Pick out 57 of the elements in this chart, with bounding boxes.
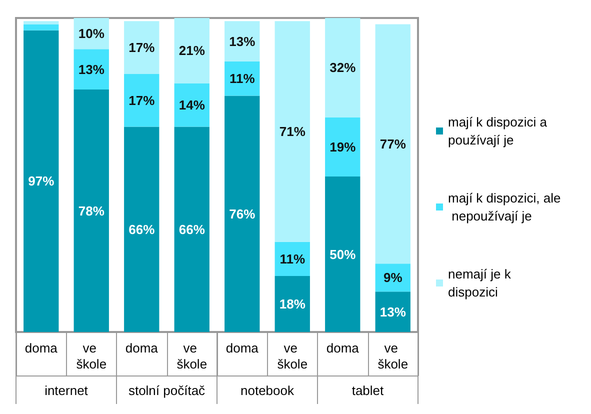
data-label: 50% [330,246,356,262]
bar [74,49,109,90]
bar [24,24,59,30]
data-label: 78% [78,203,105,218]
data-label: 18% [279,296,306,312]
bar [24,21,59,24]
bar [325,18,360,118]
bar [224,21,260,62]
bar [375,292,410,332]
data-label: 19% [330,140,356,155]
bar [124,126,160,332]
x-tick-label: doma [226,340,260,356]
bar [124,74,160,127]
x-tick-label: ve škole [176,340,208,372]
legend-label: nemají je k dispozici [448,266,514,300]
data-label: 11% [280,251,306,266]
bar [74,90,109,332]
data-label: 17% [128,92,156,108]
data-label: 32% [330,60,356,76]
data-label: 10% [78,26,105,42]
bar [174,18,210,84]
data-label: 14% [178,98,206,113]
text: stolní počítač [128,383,206,398]
data-label: 71% [279,124,306,139]
bar [375,24,410,264]
bar [174,83,210,127]
text: notebook [240,383,294,398]
x-tick-label: doma [24,340,58,356]
data-label: 11% [229,71,256,86]
text: tablet [352,383,384,398]
data-label: 66% [178,222,206,237]
bar [24,30,59,332]
bar [124,21,160,74]
legend-label: mají k dispozici a používají je [448,114,551,148]
data-label: 9% [383,270,403,286]
data-label: 13% [229,34,256,49]
data-label: 21% [178,43,206,58]
bar [325,176,360,332]
bar [325,117,360,177]
data-label: 13% [78,62,105,77]
bar [174,126,210,332]
data-label: 66% [128,222,156,237]
x-tick-label: ve škole [277,340,308,372]
x-tick-label: doma [326,340,360,356]
bar [274,21,310,242]
data-label: 17% [128,40,156,56]
legend-label: mají k dispozici, ale nepoužívají je [448,190,561,224]
x-tick-label: ve škole [378,340,408,372]
data-label: 13% [380,304,406,320]
text: internet [44,383,88,398]
bar [274,276,310,332]
data-label: 97% [28,174,55,189]
bar [224,96,260,332]
x-tick-label: ve škole [76,340,107,372]
data-label: 77% [380,136,406,152]
data-label: 76% [229,206,256,222]
x-tick-label: doma [125,340,159,356]
